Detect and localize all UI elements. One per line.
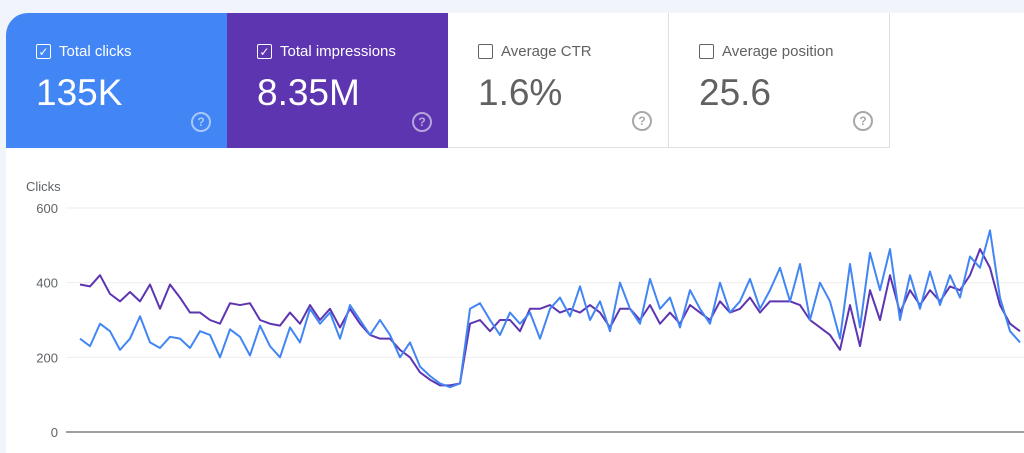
metric-card-total-impressions[interactable]: ✓ Total impressions 8.35M ? bbox=[227, 13, 448, 148]
y-tick-label: 0 bbox=[51, 425, 58, 440]
metric-value: 8.35M bbox=[257, 72, 360, 113]
checkbox[interactable]: ✓ bbox=[257, 44, 272, 59]
y-tick-label: 400 bbox=[36, 276, 58, 291]
help-icon[interactable]: ? bbox=[412, 112, 432, 132]
metric-value: 135K bbox=[36, 72, 123, 113]
metric-card-total-clicks[interactable]: ✓ Total clicks 135K ? bbox=[6, 13, 227, 148]
check-icon: ✓ bbox=[259, 44, 270, 59]
help-icon[interactable]: ? bbox=[191, 112, 211, 132]
checkbox[interactable] bbox=[699, 44, 714, 59]
metric-label: Average CTR bbox=[501, 43, 592, 60]
help-icon[interactable]: ? bbox=[632, 111, 652, 131]
help-icon[interactable]: ? bbox=[853, 111, 873, 131]
metric-card-average-ctr[interactable]: Average CTR 1.6% ? bbox=[448, 13, 669, 148]
metric-value: 1.6% bbox=[478, 72, 563, 113]
metric-label: Total impressions bbox=[280, 43, 396, 60]
performance-panel: ✓ Total clicks 135K ? ✓ Total impressions 8… bbox=[6, 13, 1024, 453]
checkbox[interactable]: ✓ bbox=[36, 44, 51, 59]
y-tick-label: 200 bbox=[36, 350, 58, 365]
y-axis-label: Clicks bbox=[26, 179, 61, 194]
metric-value: 25.6 bbox=[699, 72, 772, 113]
series-line-total-clicks[interactable] bbox=[79, 229, 1021, 389]
y-tick-label: 600 bbox=[36, 201, 58, 216]
metric-label: Total clicks bbox=[59, 43, 132, 60]
metric-card-average-position[interactable]: Average position 25.6 ? bbox=[669, 13, 890, 148]
metric-label: Average position bbox=[722, 43, 834, 60]
series-line-total-impressions[interactable] bbox=[79, 248, 1021, 387]
check-icon: ✓ bbox=[38, 44, 49, 59]
checkbox[interactable] bbox=[478, 44, 493, 59]
